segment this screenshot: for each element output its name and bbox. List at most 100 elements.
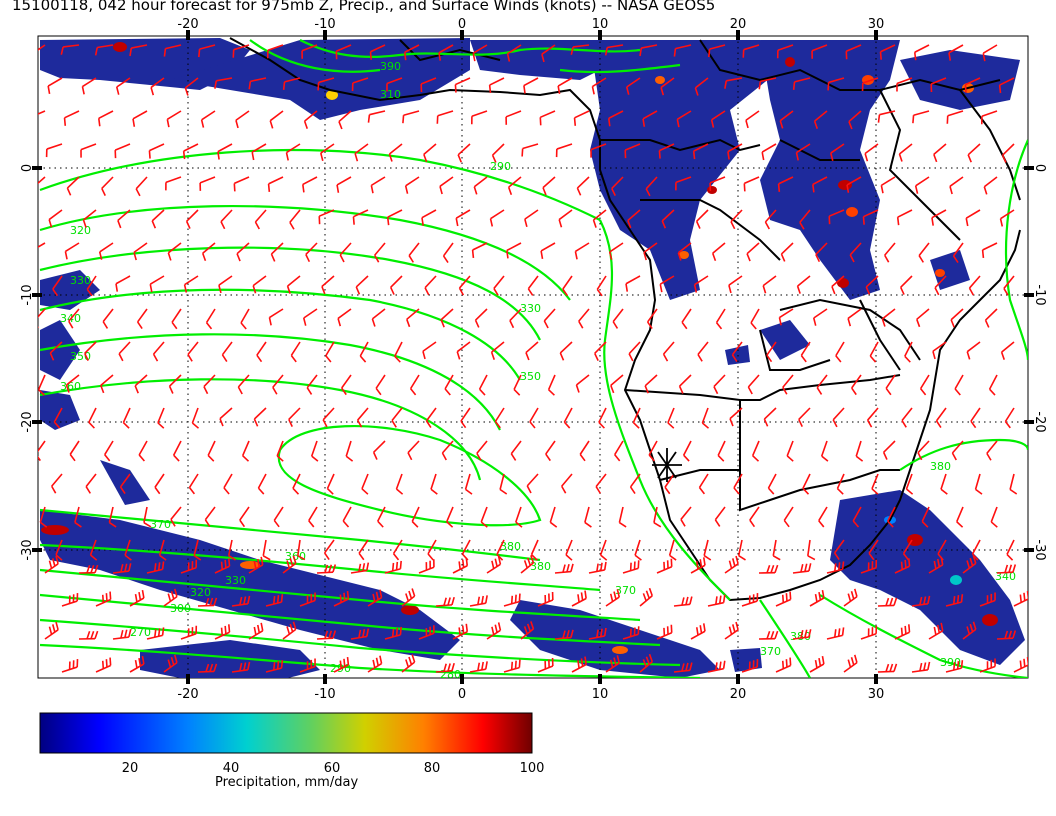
wind-barb-feather [692,151,696,160]
wind-barb-feather [570,46,574,55]
wind-barb [679,374,692,387]
wind-barb [323,539,335,554]
wind-barb [851,374,862,389]
wind-barb-feather [518,659,521,668]
wind-barb [204,506,216,521]
wind-barb-feather [494,558,498,567]
wind-barb-feather [104,454,111,462]
wind-barb-feather [914,185,919,194]
wind-barb-feather [565,554,573,561]
wind-barb-feather [577,660,580,669]
wind-barb-feather [885,663,890,672]
wind-barb [563,407,573,423]
wind-barb-feather [868,552,875,561]
wind-barb-feather [203,386,209,395]
wind-barb-feather [395,488,404,495]
wind-barb-feather [681,663,685,672]
wind-barb [642,110,658,120]
wind-barb-feather [715,596,718,605]
wind-barb [48,209,63,221]
wind-barb-feather [472,53,476,62]
wind-barb [338,110,352,123]
wind-barb [831,275,845,288]
wind-barb [847,308,862,320]
wind-barb-feather [354,153,359,162]
wind-barb-feather [408,590,413,599]
wind-barb-feather [523,560,528,569]
wind-barb-feather [134,385,139,394]
wind-barb [983,176,998,188]
wind-barb-feather [481,595,485,605]
wind-barb [954,374,964,390]
wind-barb-feather [115,283,119,292]
wind-barb [999,77,1015,86]
wind-barb-feather [611,188,616,196]
wind-barb [634,539,641,556]
wind-barb [318,77,335,84]
wind-barb-feather [493,288,499,296]
wind-barb-feather [573,117,577,126]
wind-barb-feather [260,622,264,631]
wind-barb [223,473,233,489]
wind-barb [342,506,352,522]
wind-barb-feather [645,590,650,599]
wind-barb-feather [513,388,521,396]
wind-barb-feather [549,521,558,528]
wind-barb-feather [956,521,964,528]
wind-barb-feather [302,184,305,193]
wind-barb-feather [343,592,346,601]
wind-barb-feather [38,455,41,462]
wind-barb [796,143,811,154]
wind-barb-feather [375,387,382,396]
wind-barb-feather [256,624,261,633]
wind-barb-feather [851,387,857,396]
wind-barb-feather [224,625,227,634]
wind-barb [341,374,352,389]
wind-barb [395,473,403,490]
wind-barb-feather [558,219,563,228]
wind-barb-feather [603,561,607,571]
wind-barb-feather [952,596,956,605]
wind-barb-feather [236,253,241,262]
wind-barb-feather [713,386,719,395]
wind-barb-feather [745,120,749,129]
wind-barb [460,407,471,422]
wind-barb-feather [927,661,931,670]
wind-barb-feather [781,660,785,669]
wind-barb-feather [594,353,599,361]
wind-barb [100,374,114,386]
wind-barb [427,539,437,555]
wind-barb [865,275,879,288]
wind-barb-feather [455,218,459,227]
wind-barb-feather [97,118,101,127]
wind-barb-feather [372,451,378,460]
wind-barb-feather [243,596,247,605]
wind-barb [798,407,811,420]
wind-barb-feather [1000,351,1006,360]
wind-barb-feather [796,285,801,294]
wind-barb-feather [451,662,455,672]
wind-barb-feather [205,322,213,330]
wind-barb-feather [272,662,276,671]
wind-barb [267,44,284,51]
wind-barb-feather [804,629,808,638]
wind-barb [357,407,369,421]
wind-barb-feather [648,587,654,596]
wind-barb-feather [698,487,706,495]
wind-barb-feather [405,659,410,668]
wind-barb-feather [170,519,176,527]
wind-barb [626,77,641,88]
wind-barb [201,110,216,121]
wind-barb-feather [660,87,665,96]
wind-barb-feather [63,117,67,126]
wind-barb-feather [889,663,894,672]
wind-barb-feather [213,663,218,672]
wind-barb [835,341,845,357]
wind-barb-feather [477,596,481,605]
contour-label: 370 [760,645,781,658]
wind-barb-feather [221,354,228,362]
wind-barb-feather [407,452,413,461]
wind-barb-feather [599,628,603,637]
wind-barb-feather [715,322,723,330]
wind-barb-feather [613,591,617,600]
